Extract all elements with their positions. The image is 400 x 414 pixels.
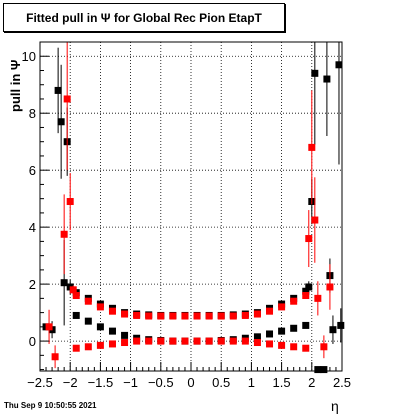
data-point	[57, 118, 65, 126]
data-point	[308, 143, 316, 151]
data-point	[72, 311, 80, 319]
data-point	[229, 337, 237, 345]
data-point	[217, 312, 225, 320]
data-point	[302, 344, 310, 352]
data-point	[121, 331, 129, 339]
data-point	[145, 312, 153, 320]
data-point	[305, 283, 313, 291]
data-point	[290, 343, 298, 351]
x-axis-label: η	[331, 398, 339, 414]
data-point	[266, 340, 274, 348]
data-point	[241, 311, 249, 319]
data-point	[169, 312, 177, 320]
y-tick-label: 4	[29, 220, 36, 235]
x-tick-label: −1.5	[88, 375, 114, 390]
data-point	[108, 327, 116, 335]
data-point	[229, 312, 237, 320]
data-point	[314, 294, 322, 302]
data-point	[253, 333, 261, 341]
data-point	[320, 343, 328, 351]
data-point	[253, 310, 261, 318]
data-point	[205, 337, 213, 345]
data-point	[305, 235, 313, 243]
data-point	[84, 297, 92, 305]
data-point	[329, 326, 337, 334]
data-point	[181, 312, 189, 320]
x-tick-label: 0.5	[212, 375, 230, 390]
data-point	[205, 312, 213, 320]
data-point	[278, 341, 286, 349]
x-tick-label: 2	[308, 375, 315, 390]
chart-title: Fitted pull in Ψ for Global Rec Pion Eta…	[3, 3, 285, 32]
data-point	[157, 337, 165, 345]
data-point	[133, 311, 141, 319]
data-point	[290, 324, 298, 332]
axes: −2.5 −2 −1.5 −1 −0.5 0 0.5 1 1.5 2 2.5 0 2 4 6 8 10	[22, 49, 352, 390]
y-tick-label: 2	[29, 277, 36, 292]
data-point	[84, 317, 92, 325]
data-point	[96, 323, 104, 331]
data-point	[337, 321, 345, 329]
x-tick-label: 0	[187, 375, 194, 390]
data-point	[311, 69, 319, 77]
data-point	[302, 321, 310, 329]
data-point	[253, 339, 261, 347]
x-tick-label: −2	[63, 375, 78, 390]
x-tick-label: −2.5	[27, 375, 53, 390]
data-point	[181, 337, 189, 345]
data-point	[302, 287, 310, 295]
data-point	[278, 303, 286, 311]
x-tick-label: 1	[248, 375, 255, 390]
y-tick-label: 0	[29, 334, 36, 349]
x-tick-label: −0.5	[148, 375, 174, 390]
data-point	[169, 337, 177, 345]
data-point	[63, 95, 71, 103]
y-axis-label: pull in Ψ	[4, 46, 26, 116]
x-tick-label: 2.5	[333, 375, 351, 390]
y-tick-label: 8	[29, 106, 36, 121]
y-tick-label: 10	[22, 49, 36, 64]
data-point	[217, 337, 225, 345]
data-point	[302, 292, 310, 300]
data-point	[157, 312, 165, 320]
x-tick-label: 1.5	[273, 375, 291, 390]
data-point	[108, 307, 116, 315]
data-point	[45, 323, 53, 331]
series-2	[45, 42, 334, 369]
data-point	[69, 286, 77, 294]
data-point	[145, 337, 153, 345]
data-point	[60, 279, 68, 287]
data-point	[311, 216, 319, 224]
data-point	[193, 337, 201, 345]
data-point	[51, 353, 59, 361]
data-point	[84, 343, 92, 351]
x-tick-label: −1	[123, 375, 138, 390]
data-point	[54, 86, 62, 94]
data-point	[72, 292, 80, 300]
data-point	[66, 198, 74, 206]
data-point	[121, 310, 129, 318]
data-point	[241, 337, 249, 345]
datestamp: Thu Sep 9 10:50:55 2021	[4, 401, 97, 410]
data-point	[335, 61, 343, 69]
data-point	[193, 312, 201, 320]
y-axis-label-text: pull in Ψ	[8, 60, 23, 112]
data-point	[133, 337, 141, 345]
data-point	[266, 307, 274, 315]
data-point	[323, 75, 331, 83]
data-point	[72, 344, 80, 352]
data-point	[326, 283, 334, 291]
data-point	[60, 230, 68, 238]
y-tick-label: 6	[29, 163, 36, 178]
data-point	[290, 297, 298, 305]
data-point	[96, 303, 104, 311]
data-point	[108, 340, 116, 348]
data-point	[121, 339, 129, 347]
data-point	[266, 330, 274, 338]
data-point	[278, 327, 286, 335]
data-point	[96, 341, 104, 349]
data-series	[42, 42, 345, 374]
